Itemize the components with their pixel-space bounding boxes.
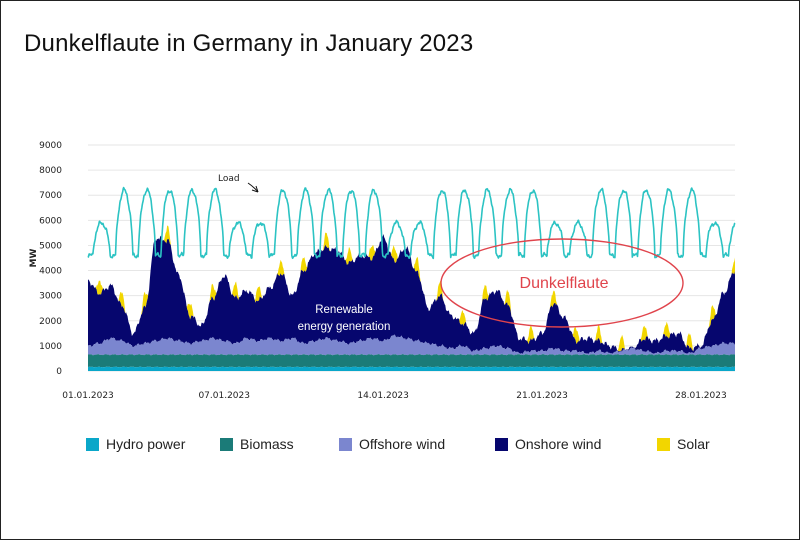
- legend-item: Hydro power: [86, 436, 185, 452]
- x-tick-label: 21.01.2023: [516, 391, 568, 401]
- x-tick-label: 01.01.2023: [62, 391, 114, 401]
- dunkelflaute-ellipse: [440, 238, 684, 328]
- offshore-wind-area: [88, 334, 735, 356]
- legend-item: Offshore wind: [339, 436, 445, 452]
- y-tick-label: 7000: [39, 191, 62, 201]
- legend-item: Onshore wind: [495, 436, 601, 452]
- y-tick-label: 8000: [39, 166, 62, 176]
- y-tick-label: 5000: [39, 241, 62, 251]
- x-tick-label: 28.01.2023: [675, 391, 727, 401]
- legend-item: Biomass: [220, 436, 294, 452]
- y-tick-label: 6000: [39, 216, 62, 226]
- y-tick-label: 1000: [39, 342, 62, 352]
- legend-item: Solar: [657, 436, 710, 452]
- y-tick-label: 9000: [39, 141, 62, 151]
- y-tick-label: 4000: [39, 267, 62, 277]
- axis-layer: 0 1000 2000 3000 4000 5000 6000 7000 8000 9000 MW 0…: [29, 141, 727, 401]
- legend-swatch: [495, 437, 508, 451]
- legend-label: Biomass: [240, 436, 294, 452]
- load-layer: [87, 186, 736, 260]
- legend-swatch: [657, 437, 670, 451]
- y-tick-label: 2000: [39, 317, 62, 327]
- hydro-power-area: [88, 366, 735, 371]
- legend-label: Hydro power: [106, 436, 186, 452]
- load-line: [87, 186, 736, 260]
- renewable-label-line2: energy generation: [298, 321, 391, 333]
- legend-swatch: [339, 437, 352, 451]
- biomass-area: [88, 353, 735, 368]
- annotation-layer: Load Renewable energy generation Dunkelflau…: [218, 174, 684, 333]
- y-tick-label: 3000: [39, 292, 62, 302]
- legend-label: Offshore wind: [359, 436, 446, 452]
- dunkelflaute-label: Dunkelflaute: [520, 275, 609, 292]
- y-axis-label: MW: [29, 248, 39, 267]
- onshore-wind-area: [88, 234, 735, 354]
- load-arrow-head: [251, 185, 259, 193]
- y-tick-label: 0: [56, 367, 62, 377]
- x-tick-label: 14.01.2023: [357, 391, 409, 401]
- legend-label: Solar: [677, 436, 710, 452]
- renewable-label-line1: Renewable: [315, 304, 373, 316]
- legend-label: Onshore wind: [515, 436, 602, 452]
- chart-title: Dunkelflaute in Germany in January 2023: [24, 30, 474, 57]
- x-tick-label: 07.01.2023: [198, 391, 250, 401]
- legend-swatch: [86, 437, 99, 451]
- legend: Hydro power Biomass Offshore wind Onshore w…: [86, 436, 766, 456]
- load-annotation-label: Load: [218, 174, 240, 184]
- area-layer: [88, 225, 735, 371]
- legend-swatch: [220, 437, 233, 451]
